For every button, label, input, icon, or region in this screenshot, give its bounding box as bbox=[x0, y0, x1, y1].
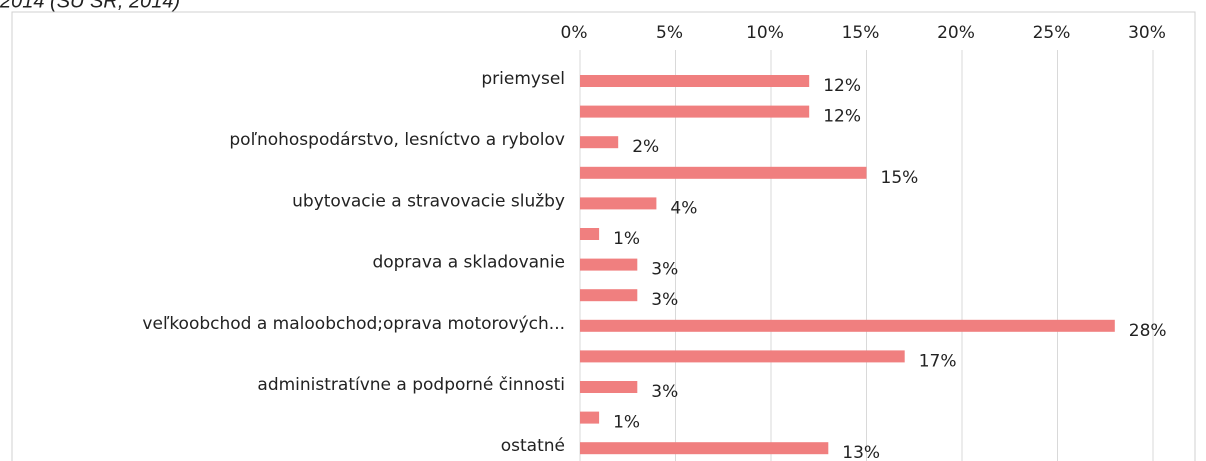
bar bbox=[580, 258, 638, 271]
y-tick-label: ubytovacie a stravovacie služby bbox=[292, 191, 565, 211]
data-label: 1% bbox=[613, 229, 640, 249]
x-tick-label: 5% bbox=[656, 23, 683, 43]
chart-border bbox=[11, 11, 1196, 461]
data-label: 3% bbox=[651, 382, 678, 402]
bar bbox=[580, 136, 619, 149]
data-label: 2% bbox=[632, 137, 659, 157]
x-tick-label: 15% bbox=[842, 23, 880, 43]
bar bbox=[580, 381, 638, 393]
y-tick-label: veľkoobchod a maloobchod;oprava motorový… bbox=[142, 314, 565, 334]
y-tick-label: poľnohospodárstvo, lesníctvo a rybolov bbox=[229, 130, 565, 150]
bar bbox=[580, 105, 810, 118]
bar bbox=[580, 319, 1115, 332]
data-label: 12% bbox=[823, 107, 861, 127]
data-label: 17% bbox=[919, 351, 957, 371]
x-tick-label: 10% bbox=[746, 23, 784, 43]
bar bbox=[580, 411, 600, 424]
x-tick-label: 0% bbox=[561, 23, 588, 43]
bar bbox=[580, 442, 829, 455]
y-tick-label: administratívne a podporné činnosti bbox=[257, 375, 565, 395]
data-label: 15% bbox=[881, 168, 919, 188]
y-tick-label: ostatné bbox=[501, 436, 565, 456]
bar bbox=[580, 166, 867, 179]
data-label: 13% bbox=[842, 443, 880, 461]
bar bbox=[580, 289, 638, 302]
x-tick-label: 25% bbox=[1033, 23, 1071, 43]
data-label: 28% bbox=[1129, 321, 1167, 341]
bar bbox=[580, 228, 600, 240]
bar bbox=[580, 75, 810, 87]
data-label: 12% bbox=[823, 76, 861, 96]
data-label: 4% bbox=[670, 198, 697, 218]
data-label: 3% bbox=[651, 290, 678, 310]
x-tick-label: 30% bbox=[1128, 23, 1166, 43]
bar bbox=[580, 197, 657, 210]
data-label: 1% bbox=[613, 413, 640, 433]
data-label: 3% bbox=[651, 260, 678, 280]
chart-title: 2014 (ŠÚ SR, 2014) bbox=[0, 0, 180, 12]
y-tick-label: doprava a skladovanie bbox=[372, 253, 565, 273]
x-tick-label: 20% bbox=[937, 23, 975, 43]
y-tick-label: priemysel bbox=[481, 69, 565, 89]
bar bbox=[580, 350, 905, 363]
